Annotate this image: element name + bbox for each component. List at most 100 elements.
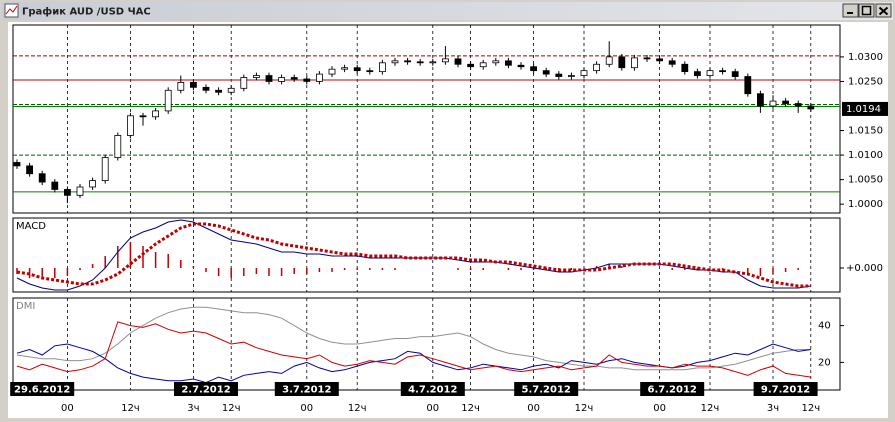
date-label-box: [400, 382, 465, 396]
time-label: 00: [653, 403, 666, 414]
date-label: 6.7.2012: [648, 385, 697, 396]
macd-panel: [12, 217, 841, 293]
time-label: 12ч: [348, 403, 367, 414]
candle-body: [757, 93, 764, 107]
candle-body: [404, 60, 412, 63]
indicator-line: [16, 222, 811, 288]
app-icon: [4, 3, 19, 18]
indicator-line: [16, 343, 811, 384]
candle-body: [152, 110, 160, 118]
candle-body: [731, 71, 739, 77]
indicator-line: [16, 321, 811, 378]
candle-body: [341, 67, 349, 70]
y-tick-label: +0.000: [846, 263, 883, 274]
candle-body: [769, 100, 777, 107]
candle-body: [479, 62, 487, 68]
date-label-box: [174, 382, 238, 396]
candle-body: [656, 58, 663, 62]
date-label-box: [10, 382, 75, 396]
candle-body: [643, 57, 651, 60]
date-label: 2.7.2012: [181, 385, 230, 396]
plot-layer: 00 12ч 3ч 12ч 00 12ч 00 12ч 00 12ч 00 12ч 3ч 12ч 1.000…: [10, 25, 888, 414]
candle-body: [13, 162, 21, 167]
date-label: 3.7.2012: [282, 385, 331, 396]
candle-body: [492, 60, 500, 64]
candle-body: [227, 87, 235, 93]
candle-body: [202, 86, 210, 91]
candle-body: [719, 70, 726, 73]
date-label-box: [640, 382, 705, 396]
time-label: 00: [426, 403, 439, 414]
y-tick-label: 20: [818, 357, 831, 368]
title-bar[interactable]: [2, 2, 893, 20]
candle-body: [265, 75, 273, 82]
candle-body: [807, 105, 815, 110]
candle-body: [240, 77, 248, 89]
candle-body: [441, 58, 449, 63]
candle-body: [631, 57, 638, 69]
candle-body: [416, 61, 424, 64]
time-label: 12ч: [461, 403, 480, 414]
candle-body: [114, 135, 122, 158]
time-label: 12ч: [121, 403, 140, 414]
candle-body: [467, 63, 475, 68]
window-title: График AUD /USD ЧАС: [22, 6, 151, 18]
candle-body: [38, 173, 46, 183]
y-tick-label: 1.0100: [848, 150, 883, 161]
macd-label: MACD: [16, 221, 46, 232]
candle-body: [76, 186, 84, 196]
candle-body: [290, 77, 298, 80]
minimize-button[interactable]: [842, 3, 859, 18]
last-price-box: [842, 101, 888, 116]
candle-body: [706, 70, 714, 76]
time-label: 12ч: [701, 403, 720, 414]
candle-body: [278, 77, 286, 82]
candle-body: [64, 189, 71, 196]
y-tick-label: 1.0300: [848, 52, 883, 63]
close-button[interactable]: [875, 3, 892, 18]
candle-body: [568, 75, 575, 77]
candle-body: [694, 71, 701, 76]
time-label: 3ч: [187, 403, 199, 414]
candle-body: [542, 70, 550, 75]
candle-body: [744, 76, 752, 95]
maximize-button[interactable]: [858, 3, 875, 18]
candle-body: [366, 70, 374, 73]
candle-body: [378, 62, 386, 73]
date-label-box: [514, 382, 579, 396]
candle-body: [555, 73, 563, 77]
candle-body: [782, 100, 789, 104]
candle-body: [517, 64, 525, 68]
candle-body: [605, 56, 613, 65]
dmi-label: DMI: [16, 301, 35, 312]
time-label: 00: [300, 403, 313, 414]
candle-body: [429, 61, 437, 64]
candle-body: [139, 115, 147, 118]
candle-body: [164, 89, 172, 112]
candle-body: [328, 68, 336, 75]
y-tick-label: 1.0000: [848, 199, 883, 210]
candle-body: [668, 60, 676, 65]
date-label: 9.7.2012: [761, 385, 810, 396]
candle-body: [593, 63, 600, 72]
candle-body: [127, 115, 134, 136]
candle-body: [89, 180, 96, 188]
candle-body: [315, 73, 323, 82]
candle-body: [353, 67, 361, 72]
candle-body: [618, 56, 626, 69]
time-label: 00: [527, 403, 540, 414]
indicator-line: [16, 219, 811, 291]
date-label-box: [753, 382, 818, 396]
candle-body: [101, 157, 109, 182]
candle-body: [580, 70, 588, 76]
candle-body: [794, 103, 802, 107]
time-label: 00: [61, 403, 74, 414]
date-label: 29.6.2012: [14, 385, 70, 396]
time-label: 3ч: [767, 403, 779, 414]
candle-body: [189, 82, 197, 88]
last-price: 1.0194: [846, 104, 881, 115]
time-label: 12ч: [801, 403, 820, 414]
candle-body: [26, 165, 34, 175]
y-tick-label: 1.0250: [848, 76, 883, 87]
